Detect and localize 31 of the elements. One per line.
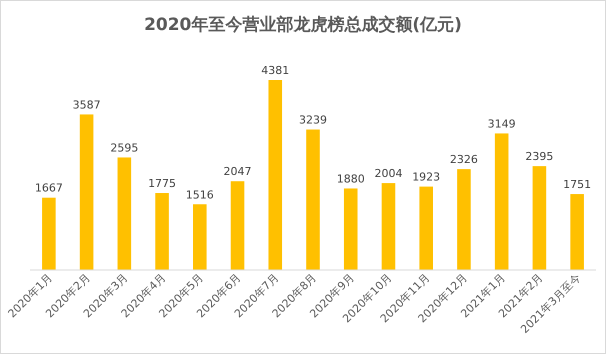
chart-title: 2020年至今营业部龙虎榜总成交额(亿元) bbox=[144, 15, 462, 35]
data-label: 1880 bbox=[336, 172, 365, 186]
bar bbox=[419, 186, 433, 270]
bar bbox=[344, 188, 358, 270]
bar bbox=[230, 181, 244, 270]
bar bbox=[494, 133, 508, 270]
bar bbox=[306, 130, 320, 270]
bar bbox=[155, 193, 169, 270]
bar bbox=[80, 114, 94, 270]
bar bbox=[42, 198, 56, 270]
data-label: 1516 bbox=[186, 188, 214, 202]
data-label: 4381 bbox=[261, 64, 290, 77]
data-label: 3239 bbox=[299, 114, 327, 127]
data-label: 1775 bbox=[148, 177, 176, 190]
data-label: 3149 bbox=[488, 117, 516, 130]
bar bbox=[532, 166, 546, 270]
bar bbox=[193, 204, 207, 270]
data-label: 2004 bbox=[374, 167, 402, 180]
data-label: 2395 bbox=[525, 150, 554, 164]
data-label: 2047 bbox=[224, 165, 252, 178]
data-label: 1923 bbox=[412, 170, 440, 184]
bar bbox=[457, 169, 471, 270]
bar bbox=[570, 194, 584, 270]
data-label: 1751 bbox=[563, 178, 592, 192]
data-label: 1667 bbox=[34, 182, 63, 195]
data-label: 2595 bbox=[110, 141, 138, 154]
bar bbox=[268, 80, 282, 270]
data-label: 2326 bbox=[450, 153, 478, 166]
bar bbox=[118, 157, 132, 270]
bar bbox=[382, 183, 396, 270]
data-label: 3587 bbox=[72, 98, 101, 112]
